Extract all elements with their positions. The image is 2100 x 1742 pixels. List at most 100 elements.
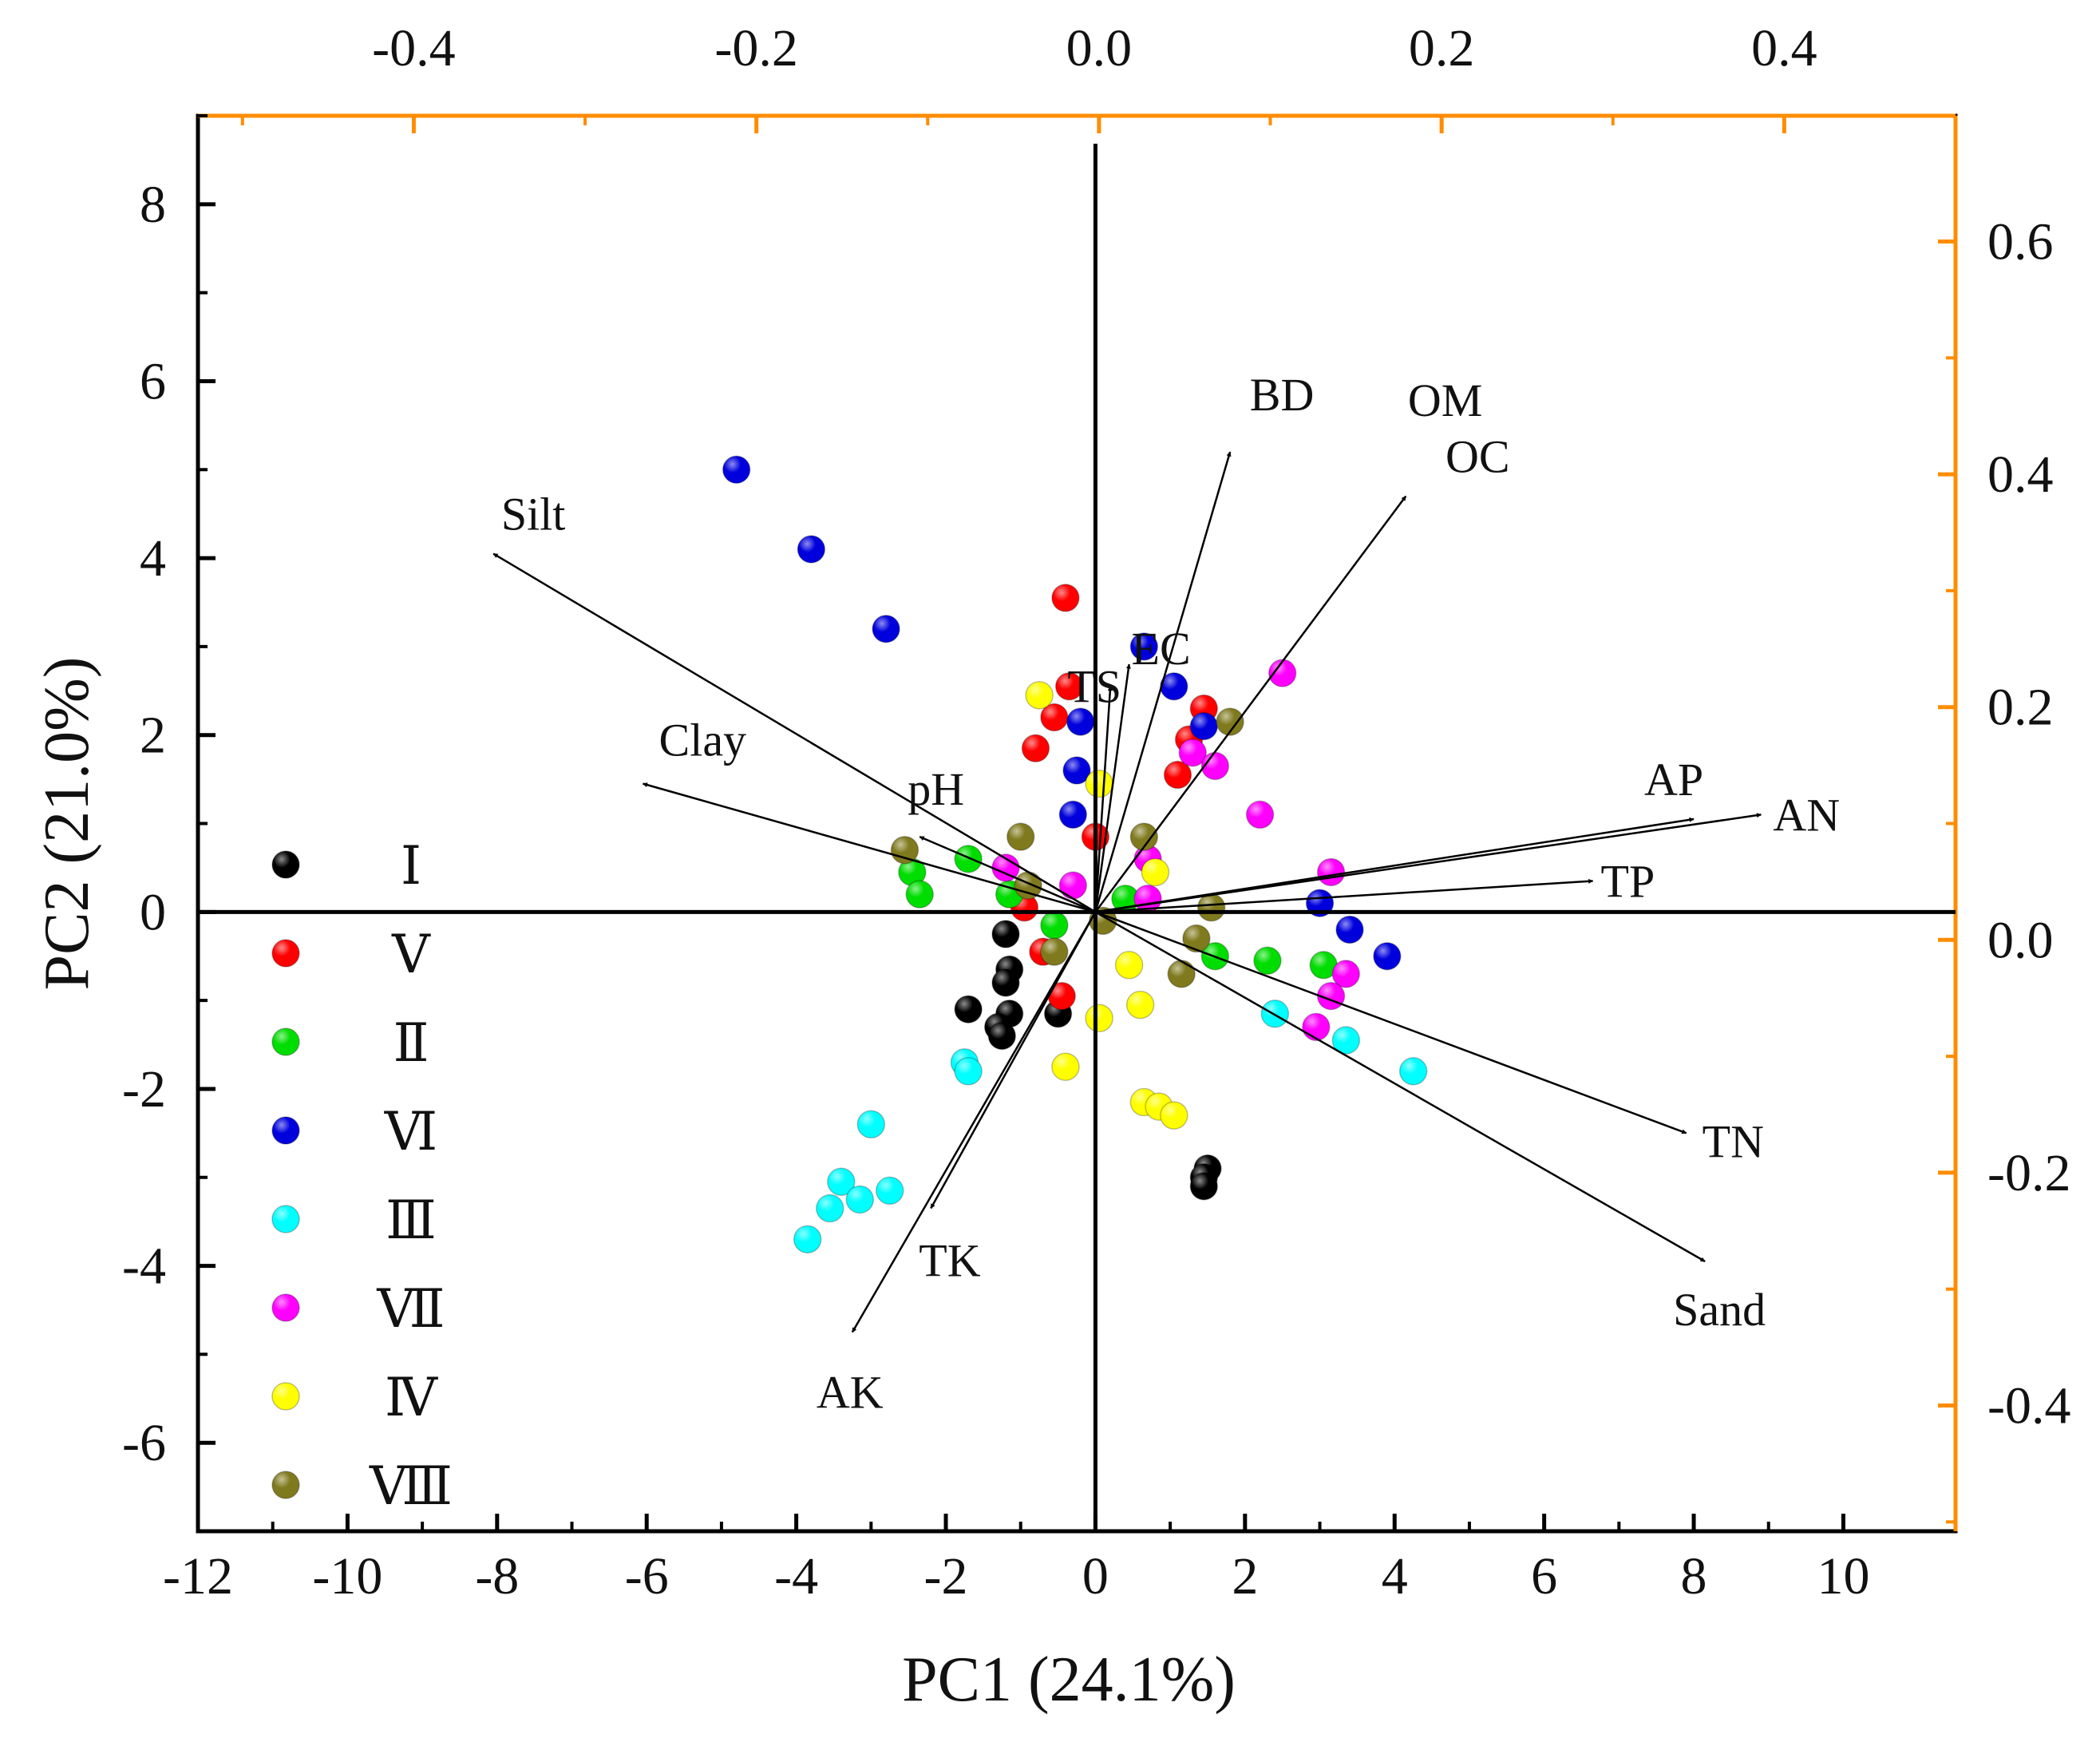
data-point-sheen	[1059, 872, 1087, 900]
loading-arrow	[1094, 451, 1232, 913]
data-point-sheen	[988, 1022, 1016, 1050]
x-tick-label: -12	[163, 1547, 233, 1605]
data-point-sheen	[1115, 951, 1143, 979]
data-point-sheen	[857, 1111, 885, 1138]
legend-label: Ⅵ	[384, 1103, 437, 1162]
data-point	[1189, 711, 1219, 741]
x-tick-label: 4	[1382, 1547, 1408, 1605]
legend-label: Ⅲ	[386, 1192, 437, 1250]
data-point-sheen	[793, 1225, 821, 1253]
data-point	[1014, 871, 1042, 900]
data-point-sheen	[1310, 951, 1338, 979]
data-point-sheen	[906, 881, 934, 909]
loading-label: BD	[1250, 369, 1315, 421]
loading-arrow	[642, 782, 1096, 913]
data-point	[1309, 951, 1338, 980]
data-point	[991, 968, 1020, 997]
data-point	[1058, 800, 1088, 829]
y-tick-label: 4	[140, 529, 166, 588]
legend-label: Ⅴ	[391, 926, 431, 984]
x-tick-label: -10	[312, 1547, 382, 1605]
legend-marker-sheen	[272, 1471, 299, 1499]
data-point	[954, 995, 983, 1023]
loading-label: AK	[817, 1367, 884, 1419]
data-point-sheen	[991, 920, 1019, 948]
loading-arrow	[1094, 911, 1687, 1134]
data-point	[1160, 1101, 1188, 1130]
data-point-sheen	[1086, 1004, 1113, 1032]
data-point	[1316, 857, 1346, 887]
data-point-sheen	[1168, 960, 1196, 988]
data-point	[1331, 960, 1361, 988]
data-point-sheen	[1160, 672, 1188, 700]
data-point-sheen	[1086, 770, 1113, 798]
x-tick-label: -8	[475, 1547, 519, 1605]
data-point	[875, 1176, 904, 1206]
data-point-sheen	[991, 968, 1019, 996]
data-point	[1160, 671, 1188, 701]
legend-item: Ⅰ	[271, 837, 421, 896]
data-point	[1051, 1052, 1080, 1081]
data-point-sheen	[891, 836, 919, 864]
data-point-sheen	[1130, 823, 1158, 851]
data-point	[1058, 871, 1088, 900]
data-point-sheen	[1164, 761, 1192, 789]
data-point	[1040, 911, 1069, 940]
y-tick-label: -6	[122, 1414, 166, 1472]
data-point-sheen	[1253, 947, 1281, 975]
x-tick-label: -4	[774, 1547, 818, 1605]
ticks: -12 -10 -8 -6 -4 -2 0 2 4 6 8 10 -6 -4 -2 0 2 4 6 8 -0.4 -0.2…	[122, 19, 2070, 1605]
y-tick-label: -4	[122, 1237, 166, 1296]
data-point-sheen	[1026, 681, 1054, 709]
data-point	[1260, 999, 1290, 1028]
top-tick-label: 0.2	[1409, 19, 1475, 77]
loading-arrow	[492, 552, 1097, 913]
data-point	[1335, 915, 1364, 944]
top-tick-label: -0.4	[372, 19, 455, 77]
right-tick-label: -0.4	[1987, 1377, 2070, 1435]
data-point	[1189, 1172, 1219, 1201]
top-tick-label: -0.2	[714, 19, 797, 77]
x-tick-label: -6	[625, 1547, 669, 1605]
points-layer	[722, 455, 1428, 1254]
data-point	[1021, 734, 1050, 763]
data-point-sheen	[1051, 584, 1079, 612]
data-point-sheen	[1048, 982, 1076, 1010]
data-point-sheen	[1063, 757, 1090, 785]
data-point	[722, 455, 751, 484]
data-point-sheen	[1332, 960, 1360, 988]
data-point	[954, 845, 983, 873]
x-tick-label: 6	[1531, 1547, 1557, 1605]
data-point	[1125, 990, 1155, 1019]
right-tick-label: -0.2	[1987, 1144, 2070, 1202]
data-point	[1398, 1057, 1428, 1086]
legend-marker-sheen	[272, 1028, 299, 1055]
data-point-sheen	[1141, 858, 1169, 886]
data-point-sheen	[991, 853, 1019, 881]
data-point	[1178, 738, 1207, 767]
loading-label: Clay	[659, 715, 747, 766]
data-point	[1305, 889, 1335, 917]
data-point-sheen	[1040, 703, 1068, 731]
data-point-sheen	[1022, 734, 1050, 762]
data-point	[1062, 756, 1091, 785]
right-tick-label: 0.6	[1987, 212, 2054, 271]
data-point	[845, 1185, 875, 1214]
data-point	[1006, 822, 1035, 851]
data-point-sheen	[1051, 1053, 1079, 1081]
loading-arrow	[1094, 495, 1407, 913]
data-point	[1085, 769, 1113, 798]
data-point-sheen	[1040, 911, 1068, 939]
data-point	[1302, 1012, 1331, 1042]
loading-arrow	[1095, 813, 1762, 913]
data-point-sheen	[1014, 872, 1042, 900]
data-point	[991, 920, 1020, 948]
legend: Ⅰ Ⅴ Ⅱ Ⅵ Ⅲ Ⅶ Ⅳ Ⅷ	[271, 837, 453, 1516]
legend-item: Ⅲ	[271, 1192, 437, 1250]
data-point-sheen	[797, 535, 825, 563]
legend-item: Ⅳ	[271, 1369, 438, 1427]
data-point	[1025, 681, 1054, 710]
top-tick-label: 0.4	[1751, 19, 1817, 77]
data-point-sheen	[1317, 858, 1345, 886]
